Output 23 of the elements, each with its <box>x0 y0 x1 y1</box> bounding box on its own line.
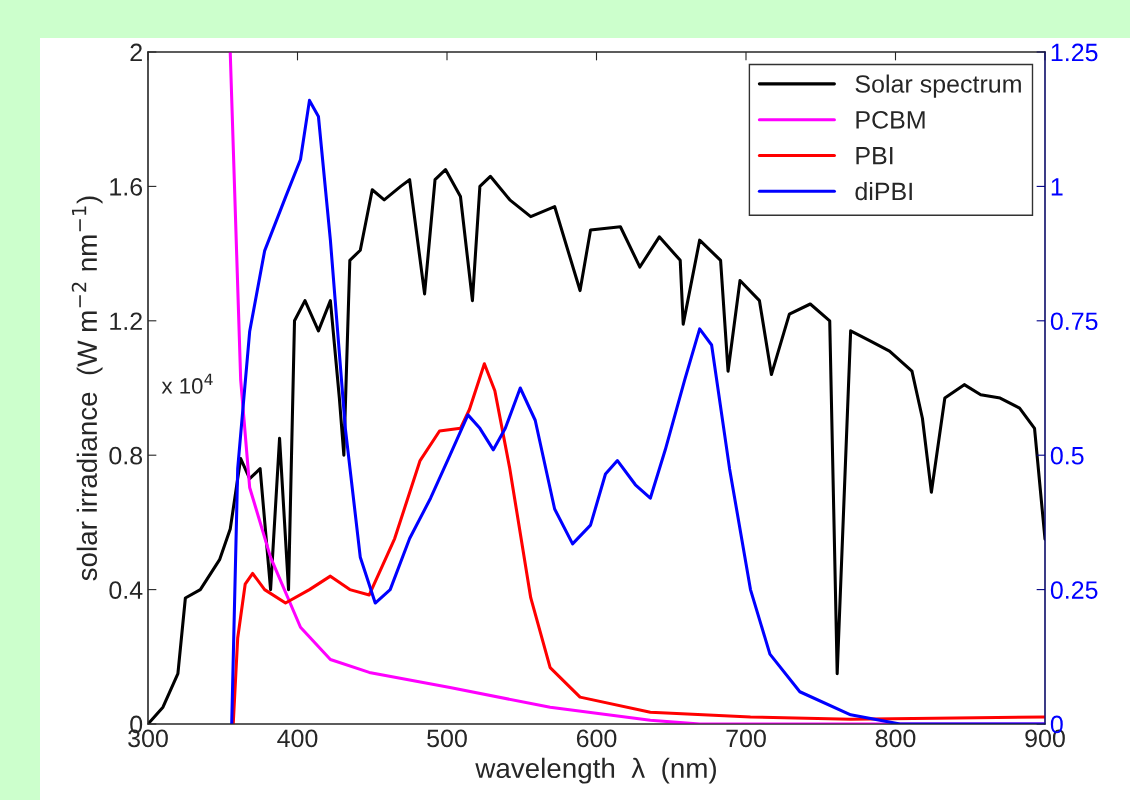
x-tick-label: 700 <box>726 729 766 748</box>
x-tick-label: 600 <box>576 729 617 748</box>
x-axis-title: wavelength λ (nm) <box>475 757 716 784</box>
y-tick-label: 0.4 <box>109 581 143 599</box>
y2-tick-label: 1.25 <box>1051 43 1098 62</box>
x-tick-label: 500 <box>427 729 467 748</box>
y2-tick-label: 0.25 <box>1050 581 1098 599</box>
legend-label: PBI <box>856 147 893 165</box>
x-tick-label: 800 <box>875 729 916 748</box>
y2-tick-label: 1 <box>1051 178 1063 196</box>
y2-tick-label: 0.75 <box>1050 312 1098 331</box>
line-series <box>231 362 1045 724</box>
y-tick-label: 1.6 <box>110 178 143 196</box>
legend-label: diPBI <box>855 181 912 201</box>
y-axis-title: solar irradiance (W m$^{−2}$ nm$^{−1}$) <box>71 196 103 581</box>
y-tick-label: 1.2 <box>110 312 142 330</box>
y2-tick-label: 0.5 <box>1050 446 1084 465</box>
annotation: x 10$^{4}$ <box>161 373 213 394</box>
legend-label: Solar spectrum <box>855 74 1021 98</box>
legend-label: PCBM <box>856 110 925 129</box>
y-tick-label: 0.8 <box>109 446 143 465</box>
x-tick-label: 400 <box>277 729 318 748</box>
y-tick-label: 2 <box>130 43 142 62</box>
